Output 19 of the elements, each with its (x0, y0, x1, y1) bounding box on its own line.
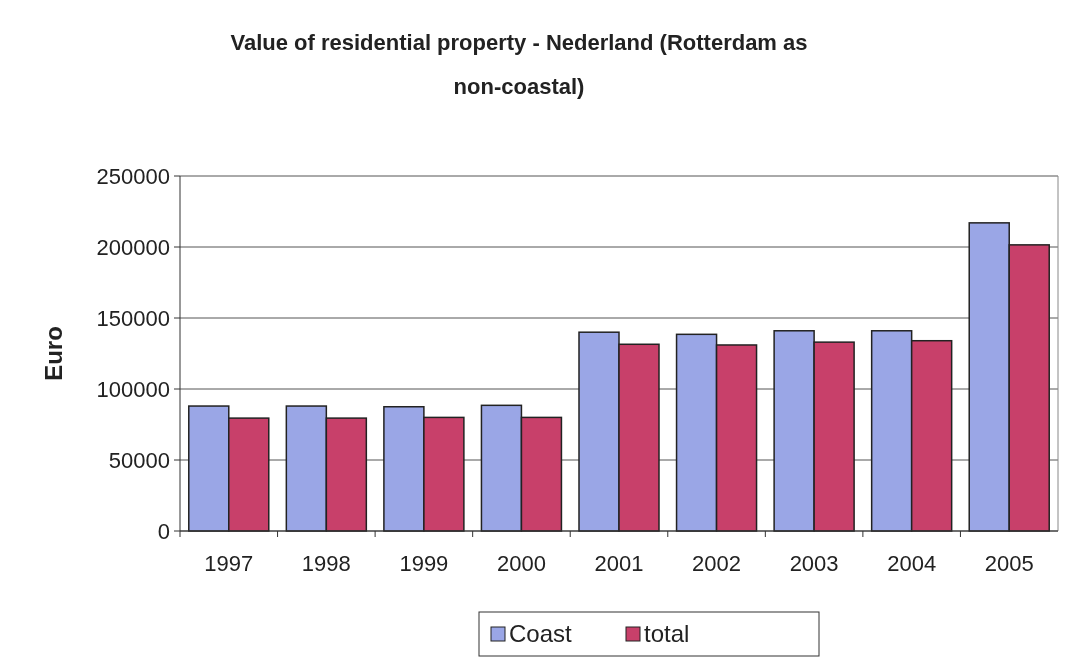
chart-title: Value of residential property - Nederland (Rotterdam as non-coastal) (230, 30, 808, 99)
y-tick-label: 50000 (108, 447, 170, 473)
y-axis-title: Euro (40, 326, 67, 381)
y-tick-label: 0 (157, 518, 170, 544)
legend-label: Coast (509, 620, 573, 648)
x-tick-label: 1998 (301, 551, 351, 576)
x-tick-label: 2005 (984, 551, 1034, 576)
legend-label: total (644, 620, 690, 648)
x-tick-label: 1999 (399, 551, 449, 576)
x-tick-label: 2004 (887, 551, 937, 576)
y-tick-label: 100000 (96, 376, 170, 402)
x-tick-label: 2002 (692, 551, 742, 576)
x-tick-label: 1997 (204, 551, 254, 576)
y-tick-label: 250000 (96, 163, 170, 189)
x-tick-label: 2003 (789, 551, 839, 576)
x-tick-label: 2001 (594, 551, 644, 576)
x-tick-label: 2000 (496, 551, 546, 576)
y-tick-label: 150000 (96, 305, 170, 331)
y-tick-label: 200000 (96, 234, 170, 260)
